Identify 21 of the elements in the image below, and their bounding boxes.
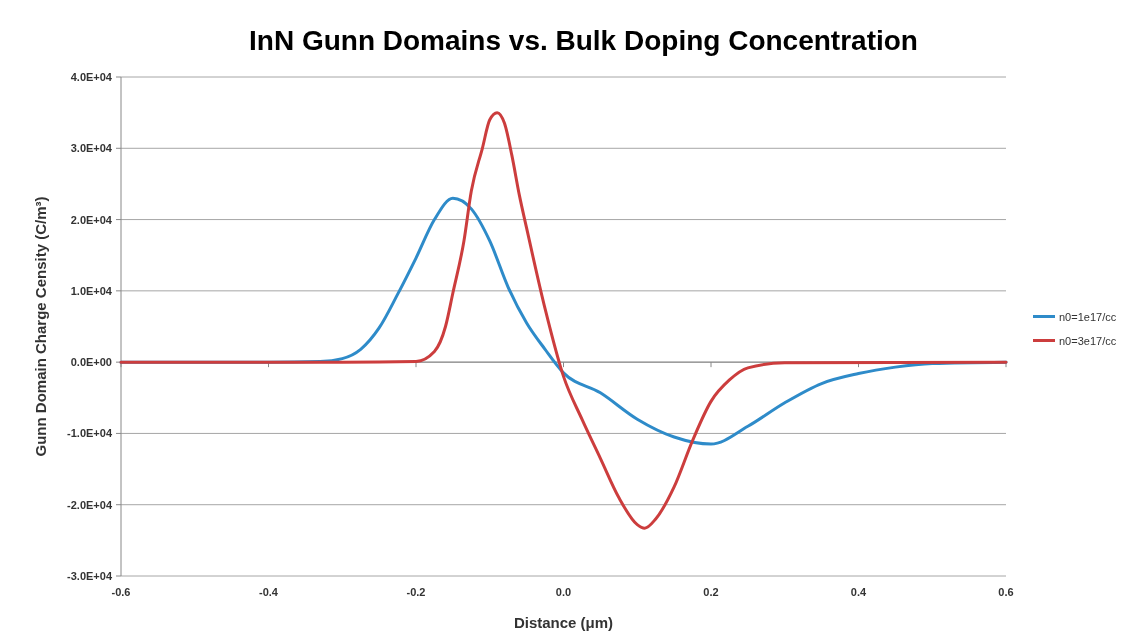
chart-title: InN Gunn Domains vs. Bulk Doping Concentration (249, 25, 918, 56)
y-tick-label: 0.0E+00 (70, 356, 112, 369)
x-tick-label: -0.6 (111, 586, 131, 598)
x-tick-label: 0.4 (850, 586, 868, 598)
x-tick-label: 0.0 (555, 586, 572, 598)
x-tick-label: 0.6 (998, 586, 1014, 598)
legend-label: n0=1e17/cc (1059, 310, 1117, 323)
y-tick-label: 4.0E+04 (70, 71, 113, 83)
x-axis-title: Distance (μm) (513, 614, 614, 631)
legend-label: n0=3e17/cc (1059, 334, 1117, 347)
line-series (119, 111, 1008, 530)
y-axis-title: Gunn Domain Charge Censity (C/m³) (32, 196, 49, 457)
x-tick-label: -0.4 (259, 586, 279, 598)
y-tick-label: -2.0E+04 (67, 498, 113, 511)
y-tick-label: 3.0E+04 (70, 142, 113, 155)
x-tick-label: -0.2 (406, 586, 426, 598)
y-tick-label: -1.0E+04 (67, 427, 113, 440)
y-tick-label: -3.0E+04 (67, 570, 113, 582)
y-tick-label: 1.0E+04 (70, 284, 113, 297)
y-tick-label: 2.0E+04 (70, 213, 113, 226)
x-tick-label: 0.2 (703, 586, 719, 598)
